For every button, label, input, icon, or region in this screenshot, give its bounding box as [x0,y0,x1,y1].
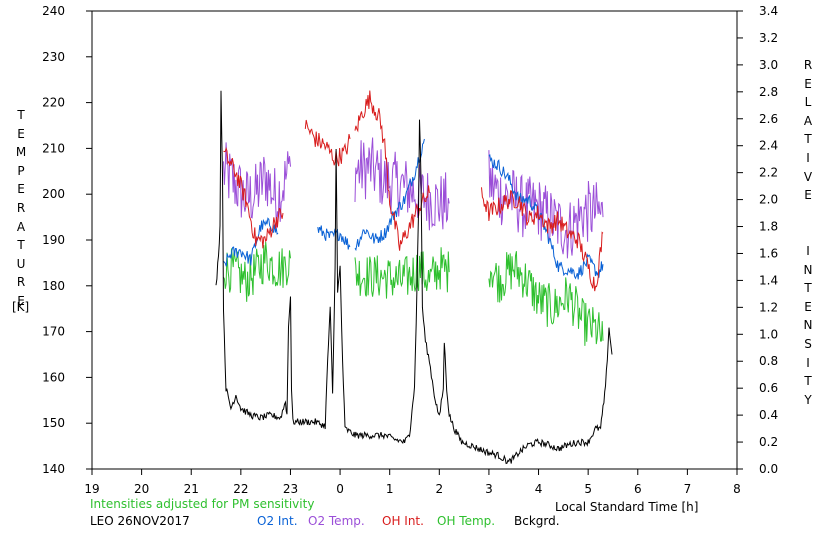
left-tick-label: 230 [42,50,65,64]
left-axis-ticks: 140 150 160 170 180 190 200 210 220 230 240 [42,4,92,476]
series-layer [215,90,613,465]
series-line-o2-temp [488,150,604,259]
left-axis-label: T E M P E R A T U R E [15,108,27,308]
left-tick-label: 140 [42,462,65,476]
x-tick-label: 22 [233,482,248,496]
x-tick-label: 23 [283,482,298,496]
right-tick-label: 2.4 [759,139,778,153]
right-tick-label: 3.4 [759,4,778,18]
legend-oh-int: OH Int. [382,514,424,528]
right-tick-label: 1.4 [759,273,778,287]
right-tick-label: 2.8 [759,85,778,99]
legend-oh-temp: OH Temp. [437,514,496,528]
series-line-o2-int [317,225,351,250]
right-tick-label: 0.6 [759,381,778,395]
series-line-oh-int [223,146,284,249]
legend-bckgrd: Bckgrd. [514,514,560,528]
x-tick-label: 0 [336,482,344,496]
left-tick-label: 220 [42,96,65,110]
x-tick-label: 2 [435,482,443,496]
series-line-o2-temp [223,142,291,228]
x-tick-label: 1 [386,482,394,496]
x-tick-label: 5 [584,482,592,496]
x-tick-label: 6 [634,482,642,496]
x-tick-label: 3 [485,482,493,496]
series-line-o2-int [488,154,604,280]
left-axis-unit: [K] [12,300,30,314]
right-axis-label: R E L A T I V E I N T E N S I T Y [803,58,813,407]
series-line-o2-temp [354,137,450,231]
series-line-bckgrd [215,90,613,465]
right-tick-label: 0.0 [759,462,778,476]
left-tick-label: 170 [42,325,65,339]
series-line-oh-int [304,119,351,167]
x-tick-label: 21 [184,482,199,496]
right-tick-label: 1.0 [759,327,778,341]
plot-frame [91,10,738,470]
left-tick-label: 240 [42,4,65,18]
x-axis-ticks: 19 20 21 22 23 0 1 2 3 4 5 6 7 8 [84,469,741,496]
right-tick-label: 0.4 [759,408,778,422]
x-tick-label: 19 [84,482,99,496]
x-axis-label: Local Standard Time [h] [555,500,699,514]
right-tick-label: 2.0 [759,193,778,207]
x-tick-label: 20 [134,482,149,496]
series-line-oh-int [354,90,430,251]
right-tick-label: 2.6 [759,112,778,126]
right-tick-label: 1.2 [759,300,778,314]
right-tick-label: 1.8 [759,220,778,234]
left-tick-label: 200 [42,187,65,201]
series-line-o2-int [223,217,279,267]
station-label: LEO 26NOV2017 [90,514,190,528]
legend-o2-int: O2 Int. [257,514,298,528]
right-tick-label: 1.6 [759,246,778,260]
left-tick-label: 210 [42,141,65,155]
left-tick-label: 150 [42,416,65,430]
right-tick-label: 2.2 [759,166,778,180]
legend-o2-temp: O2 Temp. [308,514,365,528]
left-tick-label: 190 [42,233,65,247]
series-line-o2-int [354,138,425,252]
x-tick-label: 8 [733,482,741,496]
x-tick-label: 4 [535,482,543,496]
left-tick-label: 160 [42,370,65,384]
right-tick-label: 3.2 [759,31,778,45]
right-axis-ticks: 0.0 0.2 0.4 0.6 0.8 1.0 1.2 1.4 1.6 1.8 2.0 2.2 2.4 2… [737,4,778,476]
right-tick-label: 0.2 [759,435,778,449]
left-tick-label: 180 [42,279,65,293]
note-text: Intensities adjusted for PM sensitivity [90,497,315,511]
series-line-oh-temp [488,251,604,346]
right-tick-label: 3.0 [759,58,778,72]
x-tick-label: 7 [684,482,692,496]
right-tick-label: 0.8 [759,354,778,368]
series-line-oh-int [481,187,604,292]
series-line-oh-temp [354,247,450,299]
